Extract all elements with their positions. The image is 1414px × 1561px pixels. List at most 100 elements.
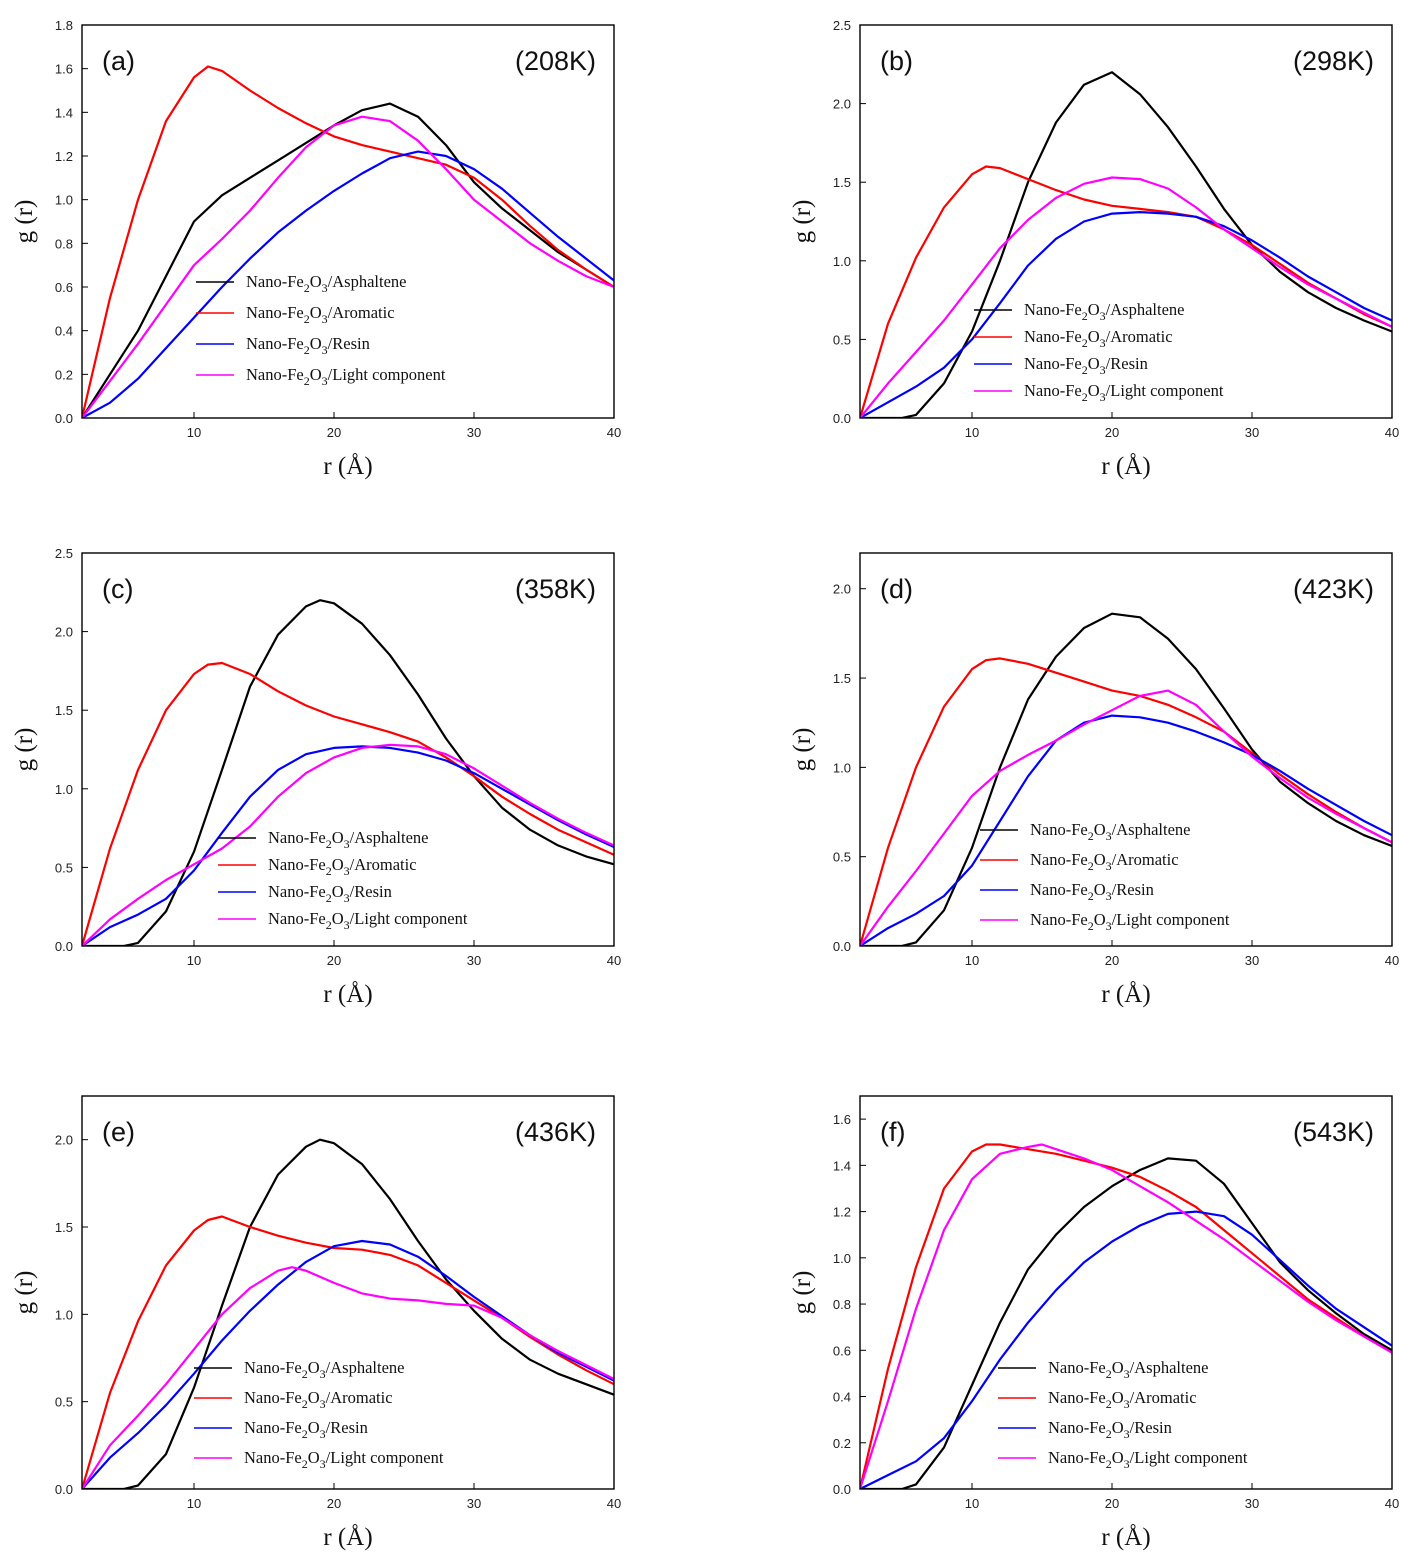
y-tick-label: 1.0 [833, 760, 851, 775]
panel-label: (a) [102, 46, 135, 76]
x-axis-title: r (Å) [323, 981, 372, 1008]
series-line [82, 1138, 614, 1489]
series-line [82, 65, 614, 418]
x-tick-label: 40 [607, 953, 621, 968]
y-tick-label: 0.2 [833, 1436, 851, 1451]
series-line [82, 115, 614, 418]
legend-label: Nano-Fe2O3/Resin [1024, 354, 1148, 377]
legend: Nano-Fe2O3/Asphaltene Nano-Fe2O3/Aromatic… [974, 300, 1224, 404]
x-axis-title: r (Å) [323, 453, 372, 480]
plot-area [82, 599, 614, 946]
legend-label: Nano-Fe2O3/Asphaltene [246, 272, 406, 295]
legend-label: Nano-Fe2O3/Light component [244, 1448, 444, 1471]
y-tick-label: 1.0 [55, 1307, 73, 1322]
x-tick-label: 20 [1105, 1496, 1119, 1511]
legend-label: Nano-Fe2O3/Aromatic [1030, 850, 1179, 873]
temperature-label: (298K) [1293, 46, 1374, 76]
y-tick-label: 1.6 [833, 1112, 851, 1127]
legend-label: Nano-Fe2O3/Light component [246, 365, 446, 388]
y-tick-label: 0.0 [833, 939, 851, 954]
y-tick-label: 2.0 [833, 97, 851, 112]
panel-label: (c) [102, 574, 133, 604]
legend-label: Nano-Fe2O3/Aromatic [1024, 327, 1173, 350]
temperature-label: (543K) [1293, 1117, 1374, 1147]
legend-label: Nano-Fe2O3/Aromatic [1048, 1388, 1197, 1411]
temperature-label: (358K) [515, 574, 596, 604]
series-line [82, 102, 614, 418]
series-line [82, 1266, 614, 1489]
y-tick-label: 1.2 [833, 1205, 851, 1220]
temperature-label: (423K) [1293, 574, 1374, 604]
chart-panel: 10 20 30 40 0.0 0.2 0.4 0.6 0.8 1.0 1.2 1.4 1.6 r (Å)… [789, 1095, 1399, 1551]
y-tick-label: 0.8 [833, 1297, 851, 1312]
y-tick-label: 1.0 [833, 1251, 851, 1266]
panel-label: (f) [880, 1117, 905, 1147]
legend: Nano-Fe2O3/Asphaltene Nano-Fe2O3/Aromatic… [998, 1358, 1248, 1471]
legend-label: Nano-Fe2O3/Light component [1024, 381, 1224, 404]
x-tick-label: 10 [187, 1496, 201, 1511]
y-tick-label: 2.5 [833, 18, 851, 33]
legend-label: Nano-Fe2O3/Asphaltene [1030, 820, 1190, 843]
series-line [860, 689, 1392, 946]
y-tick-label: 0.8 [55, 236, 73, 251]
plot-area [82, 1138, 614, 1489]
y-tick-label: 2.0 [55, 625, 73, 640]
legend: Nano-Fe2O3/Asphaltene Nano-Fe2O3/Aromatic… [196, 272, 446, 388]
legend-label: Nano-Fe2O3/Light component [1030, 910, 1230, 933]
panel-label: (d) [880, 574, 913, 604]
x-tick-label: 10 [965, 1496, 979, 1511]
y-tick-label: 1.5 [55, 1220, 73, 1235]
legend: Nano-Fe2O3/Asphaltene Nano-Fe2O3/Aromatic… [194, 1358, 444, 1471]
legend-label: Nano-Fe2O3/Aromatic [244, 1388, 393, 1411]
temperature-label: (436K) [515, 1117, 596, 1147]
plot-area [860, 71, 1392, 418]
y-tick-label: 0.6 [55, 280, 73, 295]
x-tick-label: 40 [607, 1496, 621, 1511]
legend-label: Nano-Fe2O3/Aromatic [246, 303, 395, 326]
series-line [860, 1143, 1392, 1489]
legend-label: Nano-Fe2O3/Light component [268, 909, 468, 932]
y-tick-label: 0.2 [55, 367, 73, 382]
y-tick-label: 0.0 [833, 411, 851, 426]
x-tick-label: 40 [1385, 1496, 1399, 1511]
x-axis-title: r (Å) [1101, 453, 1150, 480]
series-line [860, 657, 1392, 946]
x-tick-label: 10 [965, 425, 979, 440]
y-tick-label: 0.4 [833, 1390, 851, 1405]
x-tick-label: 20 [327, 425, 341, 440]
chart-panel: 10 20 30 40 0.0 0.2 0.4 0.6 0.8 1.0 1.2 1.4 1.6 1.8 r … [11, 18, 621, 480]
plot-area [860, 1143, 1392, 1489]
y-axis-title: g (r) [789, 728, 816, 772]
x-tick-label: 40 [1385, 425, 1399, 440]
series-line [860, 1143, 1392, 1489]
x-tick-label: 20 [327, 953, 341, 968]
legend: Nano-Fe2O3/Asphaltene Nano-Fe2O3/Aromatic… [218, 828, 468, 932]
plot-area [82, 65, 614, 418]
y-tick-label: 1.0 [55, 193, 73, 208]
plot-frame [859, 552, 1393, 947]
x-tick-label: 30 [467, 1496, 481, 1511]
x-tick-label: 30 [1245, 1496, 1259, 1511]
y-tick-label: 0.6 [833, 1343, 851, 1358]
x-axis-title: r (Å) [1101, 981, 1150, 1008]
y-tick-label: 1.0 [55, 782, 73, 797]
x-tick-label: 20 [327, 1496, 341, 1511]
y-tick-label: 0.5 [833, 850, 851, 865]
series-line [82, 150, 614, 418]
legend-label: Nano-Fe2O3/Light component [1048, 1448, 1248, 1471]
legend-label: Nano-Fe2O3/Resin [246, 334, 370, 357]
y-tick-label: 1.5 [833, 175, 851, 190]
legend-label: Nano-Fe2O3/Asphaltene [1024, 300, 1184, 323]
plot-area [860, 612, 1392, 946]
x-tick-label: 20 [1105, 425, 1119, 440]
chart-panel: 10 20 30 40 0.0 0.5 1.0 1.5 2.0 r (Å) g (r) (e) (436… [11, 1095, 621, 1551]
x-tick-label: 10 [187, 953, 201, 968]
legend-label: Nano-Fe2O3/Asphaltene [244, 1358, 404, 1381]
series-line [860, 176, 1392, 418]
legend-label: Nano-Fe2O3/Resin [1030, 880, 1154, 903]
y-tick-label: 0.0 [833, 1482, 851, 1497]
panel-label: (e) [102, 1117, 135, 1147]
legend-label: Nano-Fe2O3/Resin [244, 1418, 368, 1441]
plot-frame [81, 24, 615, 419]
y-tick-label: 0.5 [833, 332, 851, 347]
